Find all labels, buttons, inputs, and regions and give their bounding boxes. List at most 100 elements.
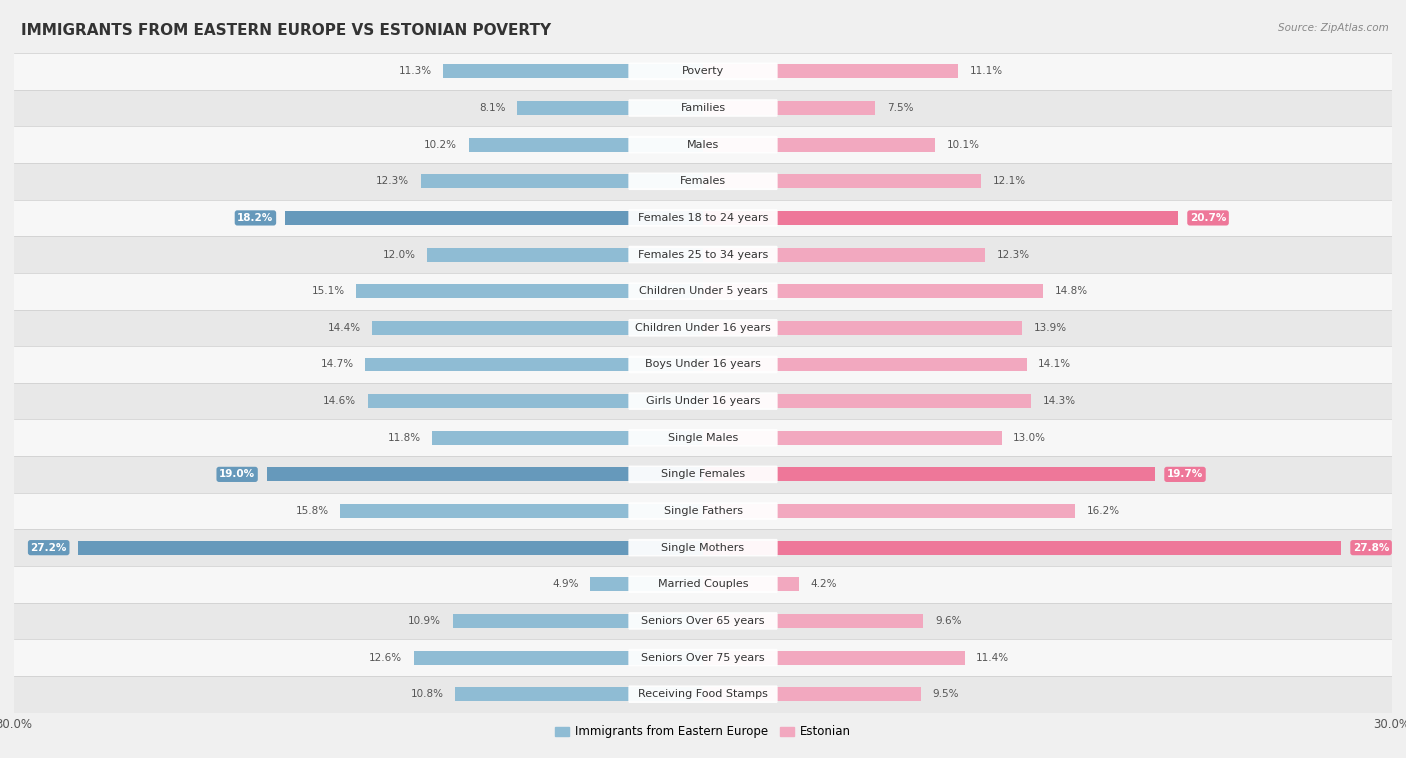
Text: 12.1%: 12.1% xyxy=(993,177,1025,186)
Text: 14.4%: 14.4% xyxy=(328,323,361,333)
Text: 20.7%: 20.7% xyxy=(1189,213,1226,223)
FancyBboxPatch shape xyxy=(14,309,1392,346)
Text: Girls Under 16 years: Girls Under 16 years xyxy=(645,396,761,406)
FancyBboxPatch shape xyxy=(628,283,778,300)
FancyBboxPatch shape xyxy=(14,639,1392,676)
FancyBboxPatch shape xyxy=(14,566,1392,603)
Text: 12.6%: 12.6% xyxy=(368,653,402,662)
Text: 4.9%: 4.9% xyxy=(553,579,579,589)
Text: 14.1%: 14.1% xyxy=(1038,359,1071,369)
Bar xyxy=(591,578,703,591)
Text: 15.1%: 15.1% xyxy=(312,287,344,296)
FancyBboxPatch shape xyxy=(628,575,778,593)
Bar xyxy=(703,64,957,78)
Text: Children Under 5 years: Children Under 5 years xyxy=(638,287,768,296)
Text: 12.0%: 12.0% xyxy=(382,249,416,259)
Text: Boys Under 16 years: Boys Under 16 years xyxy=(645,359,761,369)
Text: 7.5%: 7.5% xyxy=(887,103,914,113)
Bar xyxy=(703,688,921,701)
FancyBboxPatch shape xyxy=(14,236,1392,273)
FancyBboxPatch shape xyxy=(628,685,778,703)
Text: 13.9%: 13.9% xyxy=(1033,323,1067,333)
Text: Single Fathers: Single Fathers xyxy=(664,506,742,516)
FancyBboxPatch shape xyxy=(14,529,1392,566)
Text: Single Mothers: Single Mothers xyxy=(661,543,745,553)
Bar xyxy=(443,64,703,78)
Bar xyxy=(420,174,703,188)
FancyBboxPatch shape xyxy=(14,419,1392,456)
Bar xyxy=(373,321,703,335)
Text: 10.8%: 10.8% xyxy=(411,689,443,699)
Text: 11.1%: 11.1% xyxy=(969,67,1002,77)
Text: 11.3%: 11.3% xyxy=(399,67,432,77)
Text: 19.7%: 19.7% xyxy=(1167,469,1204,479)
Text: 11.4%: 11.4% xyxy=(976,653,1010,662)
FancyBboxPatch shape xyxy=(628,649,778,666)
Text: Married Couples: Married Couples xyxy=(658,579,748,589)
Text: 13.0%: 13.0% xyxy=(1012,433,1046,443)
Text: Poverty: Poverty xyxy=(682,67,724,77)
FancyBboxPatch shape xyxy=(14,676,1392,713)
Text: Females 18 to 24 years: Females 18 to 24 years xyxy=(638,213,768,223)
Bar xyxy=(703,248,986,262)
FancyBboxPatch shape xyxy=(628,612,778,630)
Bar xyxy=(285,211,703,225)
Text: 15.8%: 15.8% xyxy=(295,506,329,516)
Bar xyxy=(703,614,924,628)
Text: IMMIGRANTS FROM EASTERN EUROPE VS ESTONIAN POVERTY: IMMIGRANTS FROM EASTERN EUROPE VS ESTONI… xyxy=(21,23,551,38)
FancyBboxPatch shape xyxy=(14,127,1392,163)
Bar xyxy=(703,174,981,188)
Text: Seniors Over 75 years: Seniors Over 75 years xyxy=(641,653,765,662)
FancyBboxPatch shape xyxy=(628,99,778,117)
FancyBboxPatch shape xyxy=(14,273,1392,309)
Text: 4.2%: 4.2% xyxy=(811,579,838,589)
Bar xyxy=(267,468,703,481)
FancyBboxPatch shape xyxy=(14,346,1392,383)
Text: 8.1%: 8.1% xyxy=(479,103,506,113)
Text: 27.8%: 27.8% xyxy=(1353,543,1389,553)
Text: 27.2%: 27.2% xyxy=(31,543,67,553)
Bar xyxy=(703,138,935,152)
FancyBboxPatch shape xyxy=(628,465,778,483)
Text: 18.2%: 18.2% xyxy=(238,213,274,223)
Bar xyxy=(368,394,703,408)
Bar xyxy=(517,101,703,115)
Text: Source: ZipAtlas.com: Source: ZipAtlas.com xyxy=(1278,23,1389,33)
FancyBboxPatch shape xyxy=(14,199,1392,236)
Legend: Immigrants from Eastern Europe, Estonian: Immigrants from Eastern Europe, Estonian xyxy=(550,720,856,743)
FancyBboxPatch shape xyxy=(628,539,778,556)
Bar xyxy=(340,504,703,518)
Text: 10.9%: 10.9% xyxy=(408,616,441,626)
Bar xyxy=(703,540,1341,555)
Bar xyxy=(366,358,703,371)
FancyBboxPatch shape xyxy=(14,53,1392,89)
Text: Receiving Food Stamps: Receiving Food Stamps xyxy=(638,689,768,699)
Bar xyxy=(456,688,703,701)
Bar xyxy=(703,211,1178,225)
Text: Males: Males xyxy=(688,139,718,149)
Bar xyxy=(703,650,965,665)
FancyBboxPatch shape xyxy=(628,356,778,373)
Bar xyxy=(356,284,703,298)
FancyBboxPatch shape xyxy=(628,429,778,446)
Bar xyxy=(427,248,703,262)
Text: 12.3%: 12.3% xyxy=(997,249,1031,259)
FancyBboxPatch shape xyxy=(628,246,778,263)
Bar xyxy=(703,468,1156,481)
Text: Families: Families xyxy=(681,103,725,113)
Bar xyxy=(703,284,1043,298)
Text: 12.3%: 12.3% xyxy=(375,177,409,186)
Bar xyxy=(413,650,703,665)
FancyBboxPatch shape xyxy=(14,493,1392,529)
Bar xyxy=(703,504,1076,518)
Text: Single Females: Single Females xyxy=(661,469,745,479)
Text: Children Under 16 years: Children Under 16 years xyxy=(636,323,770,333)
FancyBboxPatch shape xyxy=(628,209,778,227)
Text: Single Males: Single Males xyxy=(668,433,738,443)
Text: 9.5%: 9.5% xyxy=(932,689,959,699)
FancyBboxPatch shape xyxy=(628,173,778,190)
Text: 14.6%: 14.6% xyxy=(323,396,356,406)
Bar xyxy=(703,321,1022,335)
Text: Females 25 to 34 years: Females 25 to 34 years xyxy=(638,249,768,259)
Text: Seniors Over 65 years: Seniors Over 65 years xyxy=(641,616,765,626)
